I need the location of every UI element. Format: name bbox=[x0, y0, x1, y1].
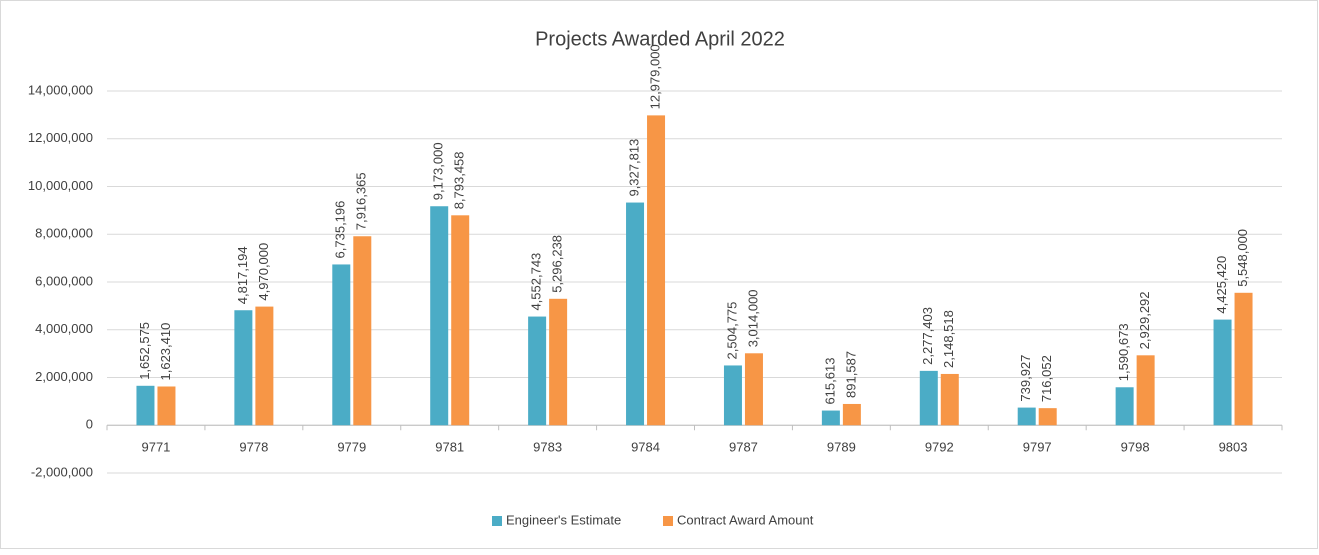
legend-label: Contract Award Amount bbox=[677, 512, 814, 527]
bar bbox=[549, 298, 568, 426]
value-label: 2,148,518 bbox=[941, 310, 956, 368]
x-tick-label: 9778 bbox=[239, 440, 268, 455]
value-label: 4,552,743 bbox=[529, 253, 544, 311]
bar bbox=[744, 353, 763, 426]
bar bbox=[332, 264, 351, 426]
legend-swatch bbox=[663, 516, 673, 526]
bar bbox=[1017, 407, 1036, 426]
y-tick-label: 12,000,000 bbox=[28, 130, 93, 145]
y-tick-label: 0 bbox=[86, 417, 93, 432]
bar bbox=[1038, 408, 1057, 426]
legend-label: Engineer's Estimate bbox=[506, 512, 621, 527]
bar bbox=[451, 215, 470, 426]
x-tick-label: 9771 bbox=[141, 440, 170, 455]
bar bbox=[723, 365, 742, 426]
x-tick-label: 9783 bbox=[533, 440, 562, 455]
x-tick-label: 9792 bbox=[925, 440, 954, 455]
bar bbox=[647, 115, 666, 426]
y-tick-label: 4,000,000 bbox=[35, 321, 93, 336]
chart-title: Projects Awarded April 2022 bbox=[535, 28, 785, 50]
x-tick-label: 9789 bbox=[827, 440, 856, 455]
value-label: 12,979,000 bbox=[647, 44, 662, 109]
y-tick-label: 8,000,000 bbox=[35, 226, 93, 241]
value-label: 3,014,000 bbox=[745, 289, 760, 347]
bar bbox=[136, 385, 155, 426]
bar bbox=[919, 370, 938, 426]
value-label: 7,916,365 bbox=[354, 172, 369, 230]
y-tick-label: 2,000,000 bbox=[35, 369, 93, 384]
value-label: 4,425,420 bbox=[1214, 256, 1229, 314]
value-label: 2,504,775 bbox=[724, 302, 739, 360]
bar bbox=[1136, 355, 1155, 426]
value-label: 9,173,000 bbox=[431, 142, 446, 200]
bar bbox=[842, 403, 861, 426]
bar bbox=[234, 310, 253, 426]
value-label: 1,590,673 bbox=[1116, 323, 1131, 381]
bar bbox=[157, 386, 176, 426]
value-label: 615,613 bbox=[822, 358, 837, 405]
value-label: 1,623,410 bbox=[158, 323, 173, 381]
legend-swatch bbox=[492, 516, 502, 526]
value-label: 2,277,403 bbox=[920, 307, 935, 365]
x-tick-label: 9798 bbox=[1121, 440, 1150, 455]
value-label: 4,817,194 bbox=[235, 246, 250, 304]
y-tick-label: 14,000,000 bbox=[28, 82, 93, 97]
x-tick-label: 9797 bbox=[1023, 440, 1052, 455]
value-label: 5,548,000 bbox=[1235, 229, 1250, 287]
x-tick-label: 9779 bbox=[337, 440, 366, 455]
bar bbox=[528, 316, 547, 426]
x-tick-label: 9781 bbox=[435, 440, 464, 455]
value-label: 739,927 bbox=[1018, 355, 1033, 402]
bar bbox=[1213, 319, 1232, 426]
value-label: 6,735,196 bbox=[333, 201, 348, 259]
bar bbox=[255, 306, 274, 426]
y-tick-label: 6,000,000 bbox=[35, 273, 93, 288]
y-tick-label: -2,000,000 bbox=[31, 464, 93, 479]
bar bbox=[626, 202, 645, 426]
bar bbox=[430, 206, 449, 426]
value-label: 4,970,000 bbox=[256, 243, 271, 301]
x-tick-label: 9787 bbox=[729, 440, 758, 455]
bar bbox=[821, 410, 840, 426]
bar bbox=[353, 236, 372, 426]
bar bbox=[1234, 292, 1253, 426]
value-label: 2,929,292 bbox=[1137, 291, 1152, 349]
bar bbox=[940, 373, 959, 426]
value-label: 5,296,238 bbox=[550, 235, 565, 293]
x-tick-label: 9803 bbox=[1219, 440, 1248, 455]
value-label: 891,587 bbox=[843, 351, 858, 398]
value-label: 9,327,813 bbox=[626, 139, 641, 197]
y-tick-label: 10,000,000 bbox=[28, 178, 93, 193]
x-tick-label: 9784 bbox=[631, 440, 660, 455]
bar bbox=[1115, 387, 1134, 426]
value-label: 8,793,458 bbox=[452, 151, 467, 209]
value-label: 1,652,575 bbox=[137, 322, 152, 380]
value-label: 716,052 bbox=[1039, 355, 1054, 402]
